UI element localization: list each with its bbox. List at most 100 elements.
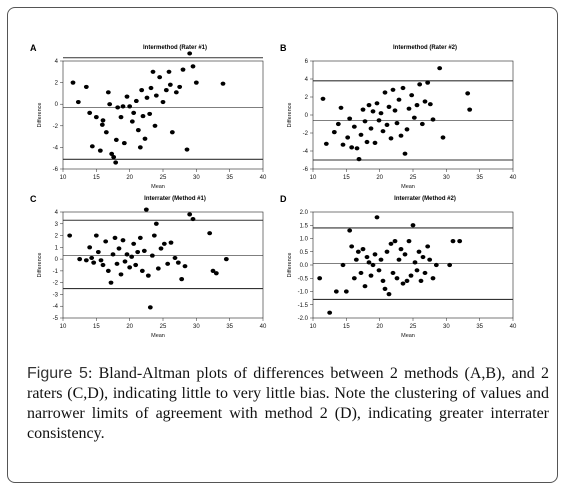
panel-d-ytick-label: 0.0 [300, 263, 309, 269]
panel-a-point [120, 104, 126, 109]
panel-d-point [433, 262, 439, 268]
panel-b-point [386, 104, 392, 109]
panel-c-point [187, 212, 193, 217]
panel-c-point [108, 280, 114, 285]
panel-a-title: Intermethod (Rater #1) [143, 45, 207, 51]
panel-c-point [67, 233, 73, 238]
panel-d-point [351, 276, 357, 281]
panel-d-ylabel: Difference [287, 253, 293, 278]
panel-a-point [113, 160, 119, 165]
panel-a-point [193, 80, 199, 85]
panel-b-point [465, 91, 471, 96]
panel-b-point [347, 116, 353, 121]
panel-d-point [364, 254, 370, 260]
panel-b-point [411, 115, 417, 120]
panel-d-point [347, 228, 353, 233]
panel-b-xtick-label: 10 [310, 175, 317, 181]
panel-a-xtick-label: 25 [160, 175, 167, 181]
panel-d-point [457, 239, 463, 244]
panel-c-point [153, 221, 159, 226]
panel-d-point [333, 289, 339, 294]
panel-b-xtick-label: 35 [476, 175, 483, 181]
panel-c-point [129, 254, 135, 259]
panel-d-point [418, 278, 424, 283]
panel-c-point [131, 241, 137, 246]
panel-a-point [166, 69, 172, 74]
panel-d-point [430, 276, 436, 281]
panel-a-xtick-label: 30 [193, 175, 200, 181]
panel-a-ytick-label: -6 [53, 167, 59, 173]
panel-d-point [349, 244, 355, 249]
panel-c-point [143, 207, 149, 212]
panel-d-point [400, 281, 406, 286]
panel-c-point [83, 258, 89, 263]
panel-a-point [220, 81, 226, 86]
panel-b-point [414, 103, 420, 108]
panel-d-point [402, 252, 408, 257]
panel-d-point [404, 278, 410, 283]
panel-a-point [89, 144, 95, 149]
panel-a-point [148, 85, 154, 91]
panel-d-point [416, 249, 422, 254]
panel-a-point [113, 137, 119, 142]
panel-b-xtick-label: 40 [510, 175, 517, 181]
panel-d-ytick-label: 1.5 [300, 223, 309, 229]
panel-c-point [161, 241, 167, 246]
panel-d-xtick-label: 20 [376, 324, 383, 330]
panel-c-point [135, 249, 141, 255]
panel-b-xlabel: Mean [401, 184, 415, 190]
panel-c-xtick-label: 40 [260, 324, 267, 330]
panel-c-ytick-label: -5 [53, 316, 59, 322]
panel-c-point [116, 246, 122, 251]
panel-b-xtick-label: 30 [443, 175, 450, 181]
panel-b-point [390, 87, 396, 92]
panel-d-point [414, 268, 420, 273]
panel-b-point [366, 103, 372, 108]
figure-label: Figure 5 [27, 365, 88, 382]
panel-d-xtick-label: 35 [476, 324, 483, 330]
panel-a-point [140, 113, 146, 119]
panel-d-point [410, 223, 416, 228]
panel-a-ytick-label: 2 [55, 81, 59, 87]
panel-d-ytick-label: -2.0 [298, 316, 309, 322]
panel-a-point [97, 148, 103, 153]
panel-d-point [406, 239, 412, 244]
panel-c-point [139, 268, 145, 273]
panel-c-point [103, 239, 109, 244]
panel-b-plot-frame [312, 60, 514, 170]
panel-b-ytick-label: -4 [303, 149, 309, 155]
panel-a-point [190, 64, 196, 69]
panel-c-letter: C [30, 194, 37, 204]
panel-a-point [187, 51, 193, 56]
panel-d-xtick-label: 15 [343, 324, 350, 330]
panel-b-point [402, 151, 408, 156]
panel-b-point [400, 85, 406, 91]
panel-d: D Interrater (Method #2) -2.0 -1.5 -1.0 -0.5 0… [280, 194, 517, 339]
panel-d-ytick-label: -0.5 [298, 276, 309, 282]
panel-b-ytick-label: -6 [303, 167, 309, 173]
panel-a-point [137, 145, 143, 150]
panel-a-point [87, 110, 93, 115]
panel-c-point [165, 261, 171, 266]
panel-a-point [150, 69, 156, 74]
panel-d-xtick-label: 10 [310, 324, 317, 330]
panel-d-ytick-label: 1.0 [300, 237, 309, 243]
panel-c-point [98, 258, 104, 263]
panel-d-point [343, 289, 349, 294]
panel-c-point [100, 262, 106, 268]
panel-d-point [340, 262, 346, 268]
panel-c-xtick-label: 35 [226, 324, 233, 330]
panel-a-point [121, 140, 127, 146]
panel-b-point [368, 126, 374, 131]
panel-d-letter: D [280, 194, 287, 204]
panel-a-point [160, 99, 166, 105]
panel-d-ytick-label: 2.0 [300, 210, 309, 216]
panel-c-point [122, 259, 128, 264]
figure-frame: A Intermethod (Rater #1) -6 -4 -2 0 2 4 10 15 20 25… [7, 7, 558, 483]
panel-c-point [110, 252, 116, 257]
panel-d-point [412, 260, 418, 265]
panel-d-point [386, 292, 392, 297]
panel-a-point [142, 136, 148, 141]
panel-c-point [77, 257, 83, 262]
panel-b-point [388, 136, 394, 141]
